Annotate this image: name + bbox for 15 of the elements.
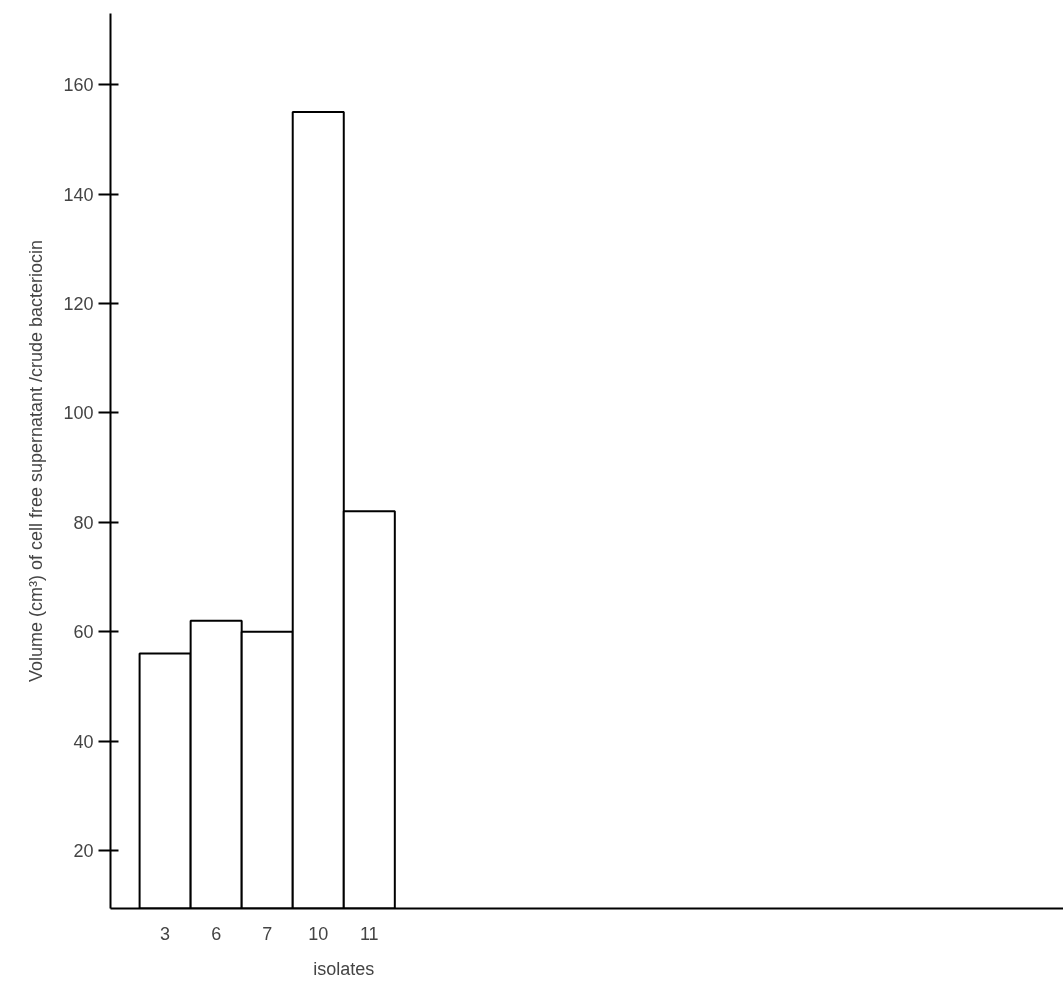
y-tick-label: 160 — [63, 75, 94, 96]
y-tick-label: 60 — [73, 622, 94, 643]
y-tick-label: 40 — [73, 731, 94, 752]
x-axis-title: isolates — [313, 958, 375, 979]
x-tick-label: 7 — [262, 923, 273, 944]
y-tick-label: 20 — [73, 841, 94, 862]
x-tick-label: 10 — [308, 923, 329, 944]
y-tick-label: 120 — [63, 293, 94, 314]
x-tick-label: 6 — [211, 923, 222, 944]
y-axis-title: Volume (cm³) of cell free supernatant /crude bacteriocin — [26, 239, 47, 683]
x-tick-label: 3 — [160, 923, 171, 944]
x-tick-label: 11 — [359, 923, 379, 944]
y-tick-label: 100 — [63, 403, 94, 424]
y-tick-label: 80 — [73, 512, 94, 533]
y-tick-label: 140 — [63, 184, 94, 205]
